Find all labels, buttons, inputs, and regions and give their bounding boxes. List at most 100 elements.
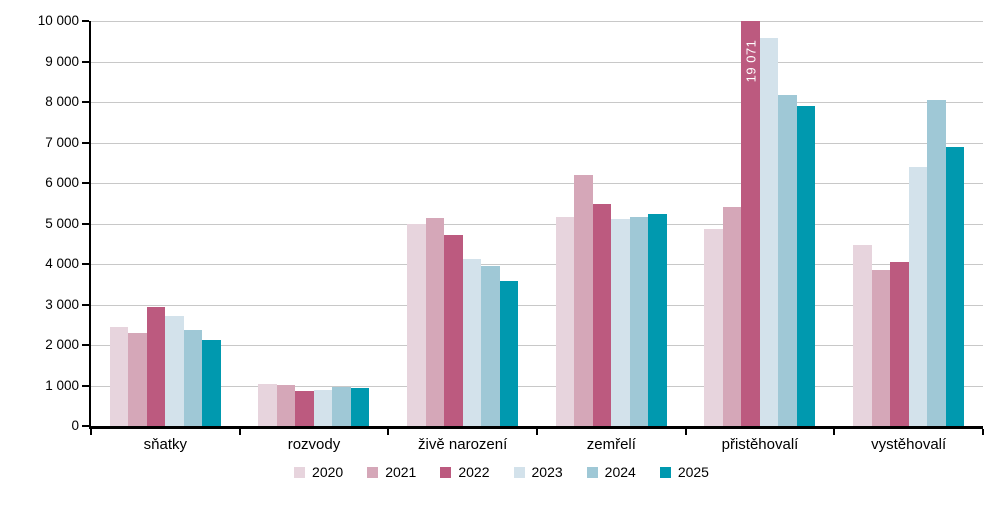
bar [592,204,612,426]
gridline [91,223,983,225]
x-axis-tick [238,429,241,435]
bar [350,388,370,426]
y-axis-tick-label: 0 [71,418,79,433]
gridline [91,183,983,184]
bar [945,146,965,426]
gridline [91,142,983,144]
y-axis-tick [82,425,89,427]
legend-swatch [586,466,598,478]
category-group [91,21,240,426]
legend-item: 2022 [440,464,490,480]
x-axis-tick [684,429,687,435]
y-axis-tick-label: 2 000 [45,337,79,352]
bar [295,391,314,426]
bar [871,270,891,426]
plot-area: 0 1 000 2 000 3 000 4 000 5 000 6 000 7 000 8 00… [38,13,984,453]
y-axis-tick-label: 1 000 [45,377,79,393]
gridline [91,264,983,265]
bar-data-label: 19 071 [743,39,759,83]
gridline [91,102,983,103]
bar [555,217,575,426]
legend-label: 2025 [677,464,709,480]
y-axis-tick [82,222,89,225]
bar [183,330,203,426]
y-axis-tick-label: 5 000 [45,215,79,231]
bar [927,100,946,426]
x-axis-tick [833,429,836,435]
legend-label: 2024 [604,464,636,480]
legend-swatch [367,466,379,478]
category-group: 19 071 [686,21,835,426]
legend-swatch [440,466,452,478]
bar [258,383,277,426]
y-axis-tick [82,344,89,346]
legend-item: 2024 [586,464,636,480]
y-axis-tick [82,263,89,265]
bar [611,218,630,426]
y-axis-tick [82,141,89,144]
y-axis-tick [82,384,89,387]
legend-item: 2020 [294,464,343,480]
bar [146,306,166,426]
x-axis-category-label: sňatky [143,436,187,453]
bar [778,95,797,426]
y-axis-tick-label: 9 000 [45,53,79,69]
legend-item: 2023 [513,464,563,480]
bar [481,265,500,426]
y-axis-tick [82,182,89,184]
bar [407,223,426,426]
gridline [91,345,983,346]
bar [425,217,445,426]
gridline [91,21,983,22]
gridline [91,61,983,63]
bar [109,327,129,426]
x-axis-tick [387,429,390,435]
legend-item: 2021 [367,464,416,480]
category-group [537,21,686,426]
y-axis-tick-label: 6 000 [45,175,79,190]
legend-label: 2020 [312,464,344,480]
bar [128,332,147,426]
category-group [834,21,983,426]
bar [276,385,296,426]
bar [853,245,872,426]
bar [462,259,482,426]
legend-swatch [659,466,671,478]
legend-label: 2022 [458,464,490,480]
bar [759,38,779,426]
x-axis-tick [90,429,92,435]
bar [722,207,742,426]
bar [444,234,463,426]
bar [908,167,928,426]
y-axis-tick-label: 7 000 [45,134,79,150]
bar [574,175,593,426]
legend-swatch [513,466,525,478]
x-axis-category-label: přistěhovalí [721,436,799,453]
y-axis-tick [82,20,89,22]
y-axis-tick [82,60,89,63]
y-axis-tick-label: 3 000 [45,296,79,312]
y-axis-tick-label: 8 000 [45,94,79,109]
bar: 19 071 [741,21,760,426]
y-axis-tick-label: 10 000 [37,13,79,28]
legend-swatch [294,466,306,478]
bar [332,387,351,426]
bar [704,229,723,426]
bar [165,315,184,426]
bar [890,261,909,426]
bar [648,214,667,426]
y-axis-tick-label: 4 000 [45,256,79,271]
x-axis-category-label: zemřelí [586,436,636,453]
bar [629,217,649,426]
gridline [91,385,983,387]
category-group [240,21,389,426]
bar [796,105,816,426]
category-group [388,21,537,426]
x-axis-tick [536,429,538,435]
x-axis-tick [982,429,984,435]
x-axis-category-label: vystěhovalí [871,436,947,453]
y-axis-tick [82,101,89,103]
bar [313,389,333,426]
legend: 2020 2021 2022 2023 2024 2025 [0,464,1003,480]
